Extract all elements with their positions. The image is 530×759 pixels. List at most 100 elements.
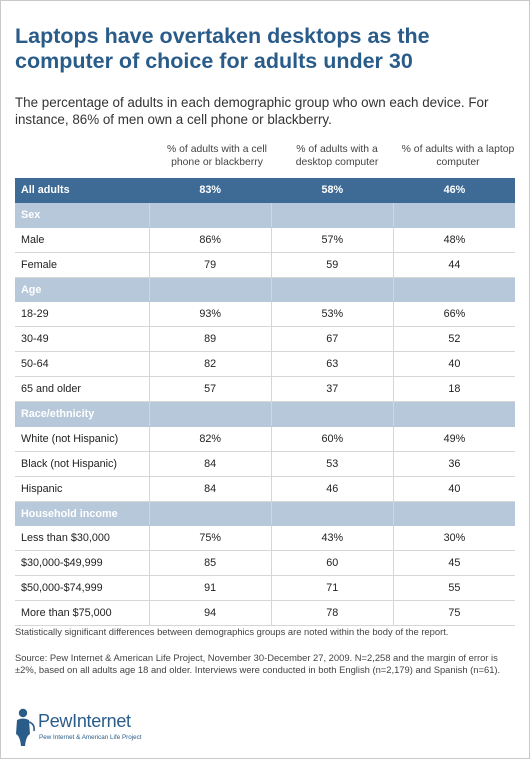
value-cell: 48% <box>392 227 515 253</box>
value-cell <box>270 501 394 527</box>
table-row: More than $75,000 94 78 75 <box>15 600 515 627</box>
row-label: 65 and older <box>15 376 150 403</box>
value-cell: 91 <box>148 575 272 602</box>
table-body: All adults 83% 58% 46% Sex Male 86% 57% 48% Femal… <box>15 178 515 627</box>
table-row: Female 79 59 44 <box>15 252 515 278</box>
value-cell: 63 <box>270 351 394 378</box>
value-cell: 66% <box>392 301 515 328</box>
value-cell: 84 <box>148 476 272 502</box>
value-cell: 78 <box>270 600 394 627</box>
row-label: Black (not Hispanic) <box>15 451 150 477</box>
column-header-cell-phone: % of adults with a cell phone or blackbe… <box>167 144 267 168</box>
value-cell <box>392 501 515 527</box>
value-cell: 67 <box>270 326 394 353</box>
value-cell: 83% <box>148 178 272 203</box>
value-cell <box>148 202 272 228</box>
value-cell: 71 <box>270 575 394 602</box>
row-label: White (not Hispanic) <box>15 426 150 452</box>
row-label: More than $75,000 <box>15 600 150 627</box>
ownership-table: All adults 83% 58% 46% Sex Male 86% 57% 48% Femal… <box>15 178 515 627</box>
logo-tagline: Pew Internet & American Life Project <box>39 734 142 741</box>
value-cell: 79 <box>148 252 272 278</box>
pew-person-icon <box>16 708 35 746</box>
all-adults-row: All adults 83% 58% 46% <box>15 178 515 203</box>
section-label: Race/ethnicity <box>15 401 150 427</box>
table-row: Black (not Hispanic) 84 53 36 <box>15 451 515 477</box>
value-cell: 89 <box>148 326 272 353</box>
table-row: 18-29 93% 53% 66% <box>15 301 515 328</box>
value-cell: 86% <box>148 227 272 253</box>
row-label: 50-64 <box>15 351 150 378</box>
section-header-row: Age <box>15 277 515 303</box>
row-label: All adults <box>15 178 150 203</box>
table-row: Less than $30,000 75% 43% 30% <box>15 525 515 552</box>
logo-wordmark: PewInternet <box>38 711 131 731</box>
section-label: Sex <box>15 202 150 228</box>
section-header-row: Sex <box>15 202 515 228</box>
pew-internet-logo: PewInternet Pew Internet & American Life… <box>14 707 214 749</box>
value-cell <box>392 202 515 228</box>
value-cell: 30% <box>392 525 515 552</box>
value-cell: 45 <box>392 550 515 577</box>
chart-title: Laptops have overtaken desktops as the c… <box>15 24 430 73</box>
value-cell: 44 <box>392 252 515 278</box>
section-label: Household income <box>15 501 150 527</box>
source-note: Source: Pew Internet & American Life Pro… <box>15 652 501 675</box>
value-cell <box>392 401 515 427</box>
value-cell: 93% <box>148 301 272 328</box>
table-row: $30,000-$49,999 85 60 45 <box>15 550 515 577</box>
row-label: Female <box>15 252 150 278</box>
value-cell: 75% <box>148 525 272 552</box>
value-cell: 37 <box>270 376 394 403</box>
row-label: $50,000-$74,999 <box>15 575 150 602</box>
value-cell: 53 <box>270 451 394 477</box>
section-header-row: Household income <box>15 501 515 527</box>
value-cell: 40 <box>392 351 515 378</box>
value-cell: 43% <box>270 525 394 552</box>
value-cell <box>270 401 394 427</box>
value-cell: 46% <box>392 178 515 203</box>
row-label: 30-49 <box>15 326 150 353</box>
value-cell: 85 <box>148 550 272 577</box>
table-row: $50,000-$74,999 91 71 55 <box>15 575 515 602</box>
table-row: 30-49 89 67 52 <box>15 326 515 353</box>
value-cell: 82 <box>148 351 272 378</box>
chart-subtitle: The percentage of adults in each demogra… <box>15 95 489 127</box>
value-cell <box>270 202 394 228</box>
row-label: Hispanic <box>15 476 150 502</box>
value-cell: 57 <box>148 376 272 403</box>
value-cell: 55 <box>392 575 515 602</box>
table-row: Hispanic 84 46 40 <box>15 476 515 502</box>
column-header-laptop: % of adults with a laptop computer <box>401 144 515 168</box>
row-label: 18-29 <box>15 301 150 328</box>
value-cell: 60% <box>270 426 394 452</box>
row-label: Less than $30,000 <box>15 525 150 552</box>
value-cell: 18 <box>392 376 515 403</box>
value-cell: 59 <box>270 252 394 278</box>
value-cell: 60 <box>270 550 394 577</box>
value-cell: 53% <box>270 301 394 328</box>
value-cell <box>270 277 394 303</box>
value-cell: 40 <box>392 476 515 502</box>
value-cell: 82% <box>148 426 272 452</box>
value-cell: 57% <box>270 227 394 253</box>
column-header-desktop: % of adults with a desktop computer <box>295 144 379 168</box>
value-cell <box>148 277 272 303</box>
value-cell: 58% <box>270 178 394 203</box>
significance-note: Statistically significant differences be… <box>15 626 449 637</box>
row-label: $30,000-$49,999 <box>15 550 150 577</box>
value-cell: 36 <box>392 451 515 477</box>
row-label: Male <box>15 227 150 253</box>
value-cell <box>148 501 272 527</box>
value-cell: 52 <box>392 326 515 353</box>
value-cell: 75 <box>392 600 515 627</box>
value-cell: 94 <box>148 600 272 627</box>
section-label: Age <box>15 277 150 303</box>
table-row: White (not Hispanic) 82% 60% 49% <box>15 426 515 452</box>
section-header-row: Race/ethnicity <box>15 401 515 427</box>
value-cell: 84 <box>148 451 272 477</box>
value-cell: 49% <box>392 426 515 452</box>
value-cell: 46 <box>270 476 394 502</box>
table-row: 50-64 82 63 40 <box>15 351 515 378</box>
value-cell <box>148 401 272 427</box>
